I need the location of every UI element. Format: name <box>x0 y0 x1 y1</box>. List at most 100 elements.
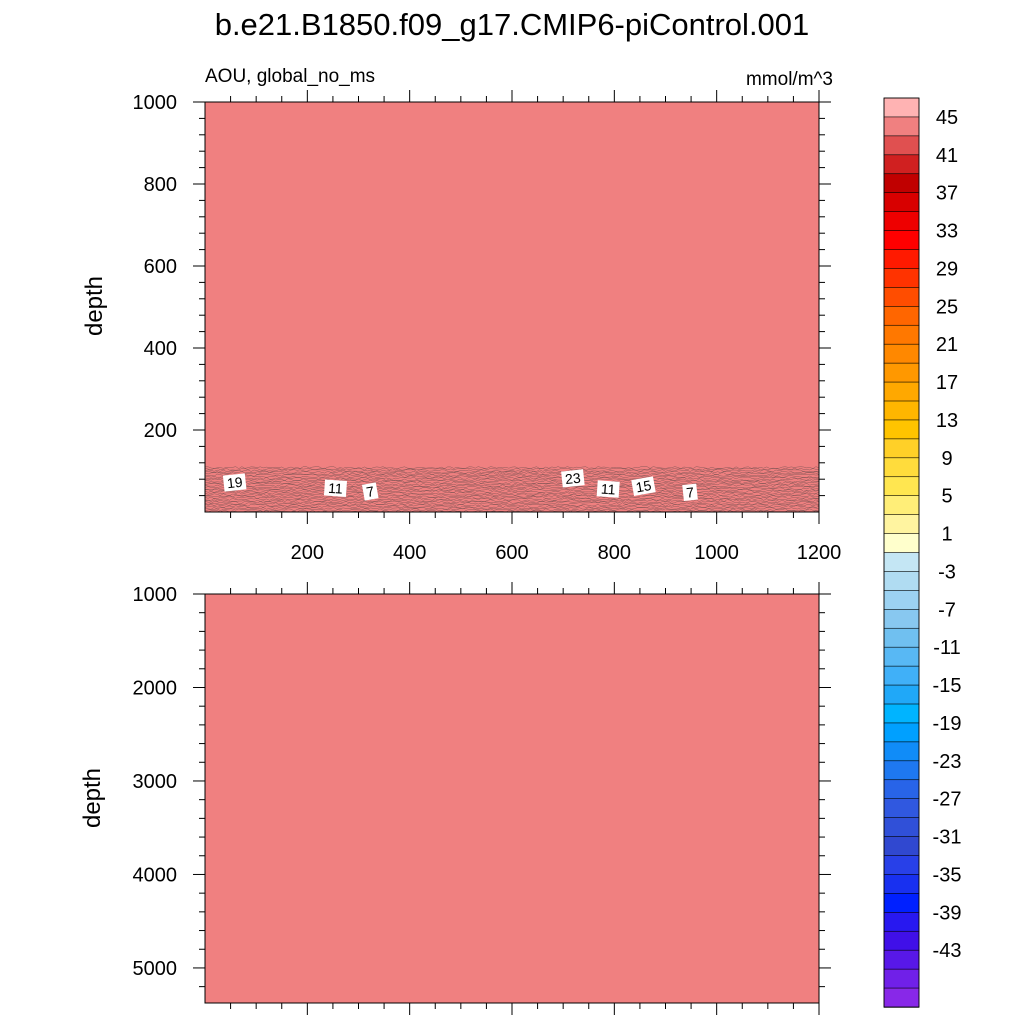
upper-contour-line <box>205 481 819 484</box>
upper-contour-line <box>205 503 819 507</box>
upper-contour-line <box>205 488 819 492</box>
upper-contour-line <box>205 508 819 512</box>
colorbar-swatch <box>883 760 920 781</box>
colorbar-swatch <box>883 627 920 648</box>
upper-contour-label-text: 7 <box>685 484 695 501</box>
figure-title: b.e21.B1850.f09_g17.CMIP6-piControl.001 <box>215 7 810 42</box>
upper-contour-line <box>205 494 819 498</box>
upper-contour-line <box>205 506 819 510</box>
colorbar-label: -3 <box>938 561 956 583</box>
colorbar-label: 25 <box>936 296 958 318</box>
colorbar-label: 41 <box>936 145 958 167</box>
colorbar-label: -31 <box>933 827 962 849</box>
upper-contour-line <box>205 487 819 491</box>
upper-contour-line <box>205 485 819 489</box>
upper-contour-label: 7 <box>361 482 379 501</box>
upper-field-fill <box>205 102 819 512</box>
colorbar-label: 5 <box>941 486 952 508</box>
upper-contour-line <box>205 478 819 482</box>
upper-contour-line <box>205 484 819 488</box>
colorbar-swatch <box>883 987 920 1008</box>
upper-contour-label: 7 <box>682 483 698 502</box>
colorbar-label: -27 <box>933 789 962 811</box>
colorbar-swatch <box>883 590 920 611</box>
units-label: mmol/m^3 <box>746 69 833 90</box>
upper-x-tick-label: 1200 <box>797 542 842 564</box>
colorbar-swatch <box>883 571 920 592</box>
colorbar-label: 9 <box>941 448 952 470</box>
colorbar-swatch <box>883 362 920 383</box>
upper-contour-label: 11 <box>596 480 620 498</box>
colorbar-swatch <box>883 855 920 876</box>
colorbar-swatch <box>883 874 920 895</box>
upper-contour-line <box>205 502 819 506</box>
colorbar-swatch <box>883 552 920 573</box>
lower-y-tick-label: 5000 <box>133 958 178 980</box>
colorbar-swatch <box>883 476 920 497</box>
lower-y-tick-label: 2000 <box>133 677 178 699</box>
colorbar-swatch <box>883 779 920 800</box>
upper-contour-label-text: 11 <box>328 480 344 497</box>
upper-contour-line <box>205 467 819 471</box>
colorbar-swatch <box>883 912 920 932</box>
colorbar-label: -15 <box>933 675 962 697</box>
upper-x-tick-label: 400 <box>393 542 426 564</box>
colorbar-swatch <box>883 324 920 345</box>
colorbar-swatch <box>883 817 920 838</box>
colorbar-label: -39 <box>933 902 962 924</box>
colorbar-label: 21 <box>936 334 958 356</box>
colorbar-swatch <box>883 684 920 705</box>
colorbar-swatch <box>883 722 920 743</box>
upper-contour-line <box>205 496 819 500</box>
upper-contour-line <box>205 499 819 503</box>
lower-y-tick-label: 3000 <box>133 771 178 793</box>
colorbar-swatch <box>883 268 920 289</box>
colorbar-swatch <box>883 930 920 951</box>
colorbar-frame <box>883 97 920 1008</box>
colorbar-label: -35 <box>933 864 962 886</box>
lower-y-tick-label: 4000 <box>133 864 178 886</box>
upper-contour-line <box>205 491 819 495</box>
upper-x-tick-label: 800 <box>598 542 631 564</box>
colorbar-swatch <box>883 306 920 326</box>
upper-contour-label: 15 <box>631 476 656 496</box>
colorbar-swatch <box>883 741 920 762</box>
upper-contour-line <box>205 472 819 476</box>
upper-x-tick-label: 200 <box>291 542 324 564</box>
upper-contour-label-text: 11 <box>600 481 616 498</box>
colorbar-swatch <box>883 116 920 137</box>
colorbar-swatch <box>883 249 920 270</box>
colorbar-label: -43 <box>933 940 962 962</box>
colorbar-label: 33 <box>936 221 958 243</box>
upper-contour-line <box>205 469 819 473</box>
colorbar-label: 1 <box>941 524 952 546</box>
lower-plot-area <box>205 594 819 1003</box>
upper-plot-area: 19 11 7 23 11 15 7 <box>205 102 819 512</box>
upper-contour-label: 19 <box>222 473 247 492</box>
colorbar-swatch <box>883 646 920 667</box>
upper-contour-line <box>205 482 819 486</box>
colorbar-swatch <box>883 438 920 459</box>
colorbar-swatch <box>883 609 920 629</box>
colorbar-swatch <box>883 495 920 516</box>
upper-y-tick-label: 400 <box>144 338 177 360</box>
upper-field <box>205 102 819 512</box>
colorbar-label: 45 <box>936 107 958 129</box>
colorbar-label: 13 <box>936 410 958 432</box>
colorbar-label: 17 <box>936 372 958 394</box>
colorbar-swatch <box>883 97 920 118</box>
upper-y-tick-label: 600 <box>144 256 177 278</box>
colorbar-label: -23 <box>933 751 962 773</box>
upper-contour-label-text: 23 <box>564 470 581 488</box>
upper-y-tick-label: 200 <box>144 420 177 442</box>
colorbar-label: -11 <box>933 637 960 659</box>
colorbar-swatch <box>883 400 920 421</box>
lower-field-fill <box>205 594 819 1003</box>
upper-x-tick-label: 1000 <box>694 542 739 564</box>
lower-axes: 1000 2000 3000 4000 5000 <box>133 582 831 1015</box>
upper-contour-label-text: 7 <box>365 483 376 500</box>
colorbar-label: 29 <box>936 258 958 280</box>
colorbar-swatch <box>883 135 920 156</box>
upper-contour-line <box>205 475 819 478</box>
